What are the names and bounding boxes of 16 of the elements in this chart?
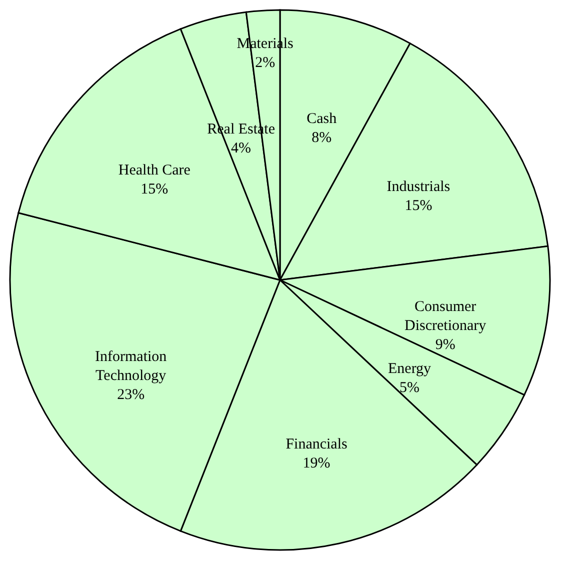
- slice-label: Energy: [388, 361, 432, 378]
- data-label: 5%: [400, 380, 420, 396]
- slice-label: Cash: [306, 110, 338, 127]
- slice-label: Health Care: [118, 162, 191, 178]
- data-label: 23%: [117, 387, 145, 403]
- slice-label: Industrials: [386, 178, 450, 195]
- slice-label: Information Technology: [95, 349, 168, 384]
- data-label: 2%: [255, 54, 276, 71]
- data-label: 19%: [302, 455, 330, 472]
- data-label: 4%: [231, 140, 252, 156]
- data-label: 8%: [312, 130, 332, 146]
- data-label: 15%: [140, 181, 168, 198]
- data-label: 15%: [404, 198, 432, 214]
- slice-label: Financials: [286, 436, 348, 452]
- data-label: 9%: [435, 337, 456, 354]
- slice-label: Consumer Discretionary: [404, 299, 487, 334]
